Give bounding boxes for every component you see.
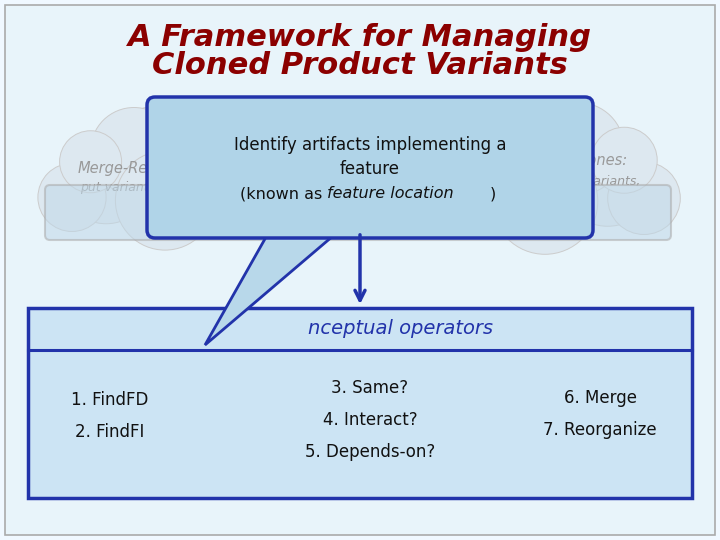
FancyBboxPatch shape bbox=[5, 5, 715, 535]
Text: Merge-Refactoring:: Merge-Refactoring: bbox=[78, 160, 218, 176]
Text: 3. Same?
4. Interact?
5. Depends-on?: 3. Same? 4. Interact? 5. Depends-on? bbox=[305, 379, 435, 461]
Text: 1. FindFD
2. FindFI: 1. FindFD 2. FindFI bbox=[71, 391, 149, 441]
Text: Identify artifacts implementing a: Identify artifacts implementing a bbox=[234, 136, 506, 154]
Circle shape bbox=[492, 148, 598, 254]
Text: Cloned Product Variants: Cloned Product Variants bbox=[152, 51, 568, 80]
Circle shape bbox=[466, 103, 558, 195]
Text: es, etc.: es, etc. bbox=[535, 195, 581, 208]
FancyBboxPatch shape bbox=[45, 185, 671, 240]
Circle shape bbox=[208, 131, 271, 193]
Circle shape bbox=[60, 131, 153, 224]
Circle shape bbox=[476, 99, 614, 238]
Text: feature: feature bbox=[340, 160, 400, 178]
Text: put variants together.: put variants together. bbox=[80, 181, 216, 194]
Text: A Framework for Managing: A Framework for Managing bbox=[128, 24, 592, 52]
Polygon shape bbox=[205, 230, 340, 345]
Circle shape bbox=[433, 127, 499, 193]
FancyBboxPatch shape bbox=[147, 97, 593, 238]
Text: Supporting Clones:: Supporting Clones: bbox=[488, 152, 628, 167]
Text: 6. Merge
7. Reorganize: 6. Merge 7. Reorganize bbox=[543, 389, 657, 439]
Circle shape bbox=[91, 107, 177, 194]
FancyBboxPatch shape bbox=[28, 308, 692, 498]
Circle shape bbox=[224, 163, 292, 232]
Circle shape bbox=[608, 162, 680, 234]
Circle shape bbox=[153, 107, 239, 194]
Circle shape bbox=[177, 131, 271, 224]
Circle shape bbox=[38, 163, 106, 232]
Text: ): ) bbox=[490, 186, 496, 201]
Circle shape bbox=[433, 127, 532, 226]
Text: nceptual operators: nceptual operators bbox=[307, 320, 492, 339]
Circle shape bbox=[410, 162, 482, 234]
Circle shape bbox=[558, 127, 657, 226]
Circle shape bbox=[115, 151, 215, 250]
Circle shape bbox=[532, 103, 624, 195]
Text: establish new variants,: establish new variants, bbox=[496, 176, 640, 188]
Circle shape bbox=[60, 131, 122, 193]
Text: feature location: feature location bbox=[327, 186, 454, 201]
Circle shape bbox=[100, 104, 230, 234]
Text: (known as: (known as bbox=[240, 186, 327, 201]
Circle shape bbox=[591, 127, 657, 193]
